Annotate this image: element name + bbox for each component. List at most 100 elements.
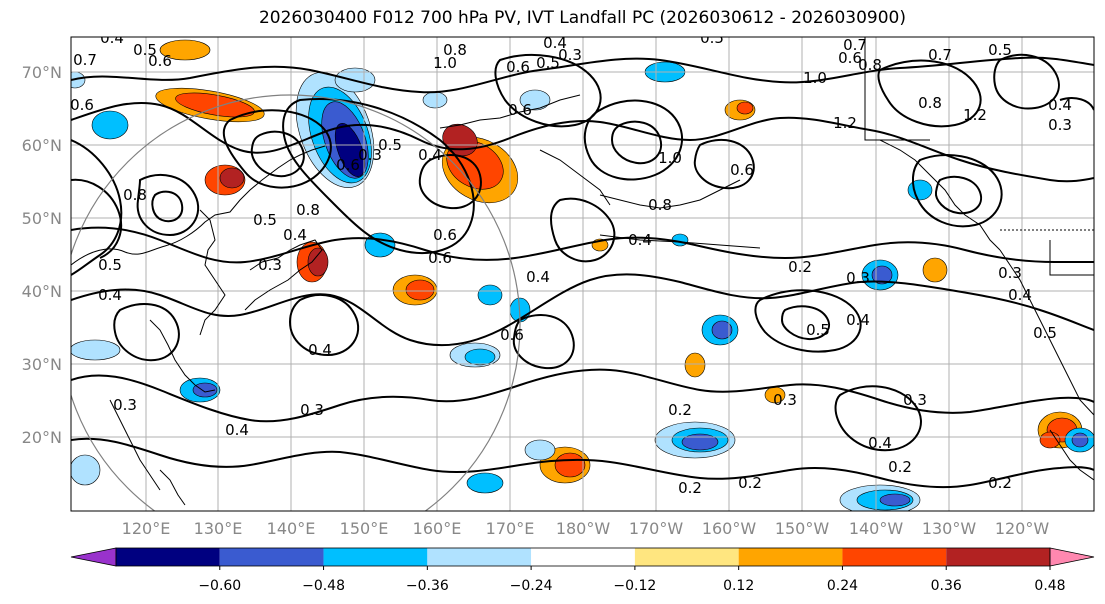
- pv-anomaly-region: [711, 320, 733, 340]
- pv-anomaly-region: [477, 284, 503, 306]
- colorbar-segment: [634, 548, 739, 566]
- contour-label: 0.6: [70, 96, 94, 114]
- pv-anomaly-region: [71, 454, 101, 486]
- contour-label: 0.6: [336, 156, 360, 174]
- pv-shading: [71, 39, 1094, 511]
- colorbar-label: −0.36: [406, 578, 449, 594]
- contour-label: 0.2: [788, 258, 812, 276]
- latitude-label: 30°N: [22, 355, 62, 374]
- longitude-label: 130°W: [922, 519, 977, 538]
- longitude-label: 180°W: [556, 519, 611, 538]
- contour-label: 1.0: [803, 69, 827, 87]
- contour-label: 0.2: [738, 474, 762, 492]
- colorbar-frame: [115, 547, 1051, 567]
- latitude-label: 50°N: [22, 209, 62, 228]
- pv-contours: [71, 53, 1094, 489]
- contour-label: 0.6: [433, 226, 457, 244]
- contour-label: 0.5: [806, 321, 830, 339]
- pv-anomaly-region: [159, 39, 211, 61]
- pv-anomaly-region: [879, 493, 911, 507]
- contour-label: 0.4: [418, 146, 442, 164]
- contour-label: 0.8: [918, 94, 942, 112]
- colorbar-segment: [531, 548, 635, 566]
- pv-anomaly-region: [219, 167, 245, 189]
- radius-circle: [71, 94, 521, 511]
- pv-anomaly-region: [554, 452, 586, 478]
- contour-label: 0.3: [113, 396, 137, 414]
- graticule: [71, 37, 1094, 511]
- pv-anomaly-region: [71, 339, 121, 361]
- longitude-label: 120°W: [995, 519, 1050, 538]
- contour-label: 0.3: [903, 391, 927, 409]
- contour-label: 1.2: [833, 114, 857, 132]
- contour-label: 0.3: [1048, 116, 1072, 134]
- pv-anomaly-region: [871, 265, 893, 285]
- contour-label: 0.2: [888, 458, 912, 476]
- contour-label: 1.0: [433, 54, 457, 72]
- colorbar-segment: [738, 548, 843, 566]
- pv-anomaly-region: [1039, 431, 1061, 449]
- pv-anomaly-region: [192, 382, 218, 398]
- contour-label: 0.8: [443, 41, 467, 59]
- pv-anomaly-region: [907, 179, 933, 201]
- pv-anomaly-region: [519, 89, 551, 111]
- longitude-label: 160°W: [702, 519, 757, 538]
- colorbar-label: −0.12: [613, 578, 656, 594]
- longitude-label: 160°E: [413, 519, 462, 538]
- contour-label: 0.4: [100, 29, 124, 47]
- map-title: 2026030400 F012 700 hPa PV, IVT Landfall…: [258, 8, 906, 28]
- contour-label: 0.6: [148, 52, 172, 70]
- latitude-labels: 70°N 60°N 50°N 40°N 30°N 20°N: [22, 63, 62, 447]
- pv-anomaly-region: [464, 348, 496, 366]
- contour-label: 0.3: [258, 256, 282, 274]
- contour-label: 0.7: [843, 36, 867, 54]
- colorbar-segment: [219, 548, 324, 566]
- longitude-label: 120°E: [122, 519, 171, 538]
- pv-anomaly-region: [1071, 432, 1089, 448]
- pv-anomaly-region: [524, 439, 556, 461]
- contour-label: 0.5: [98, 256, 122, 274]
- contour-label: 0.5: [1033, 324, 1057, 342]
- pv-anomaly-region: [736, 101, 754, 115]
- colorbar-segment: [323, 548, 428, 566]
- contour-label: 1.0: [658, 149, 682, 167]
- colorbar-label: −0.48: [302, 578, 345, 594]
- contour-label: 0.4: [98, 286, 122, 304]
- latitude-label: 20°N: [22, 428, 62, 447]
- contour-labels: 0.40.50.60.70.60.81.0 0.6 0.50.30.4 0.5 0.70…: [70, 29, 1072, 497]
- contour-label: 0.5: [536, 54, 560, 72]
- contour-label: 0.8: [296, 201, 320, 219]
- contour-label: 0.3: [300, 401, 324, 419]
- contour-label: 0.4: [308, 341, 332, 359]
- contour-label: 0.3: [558, 46, 582, 64]
- pv-anomaly-region: [91, 110, 129, 140]
- colorbar-label: −0.60: [198, 578, 241, 594]
- contour-label: 0.5: [378, 136, 402, 154]
- colorbar-segment: [427, 548, 532, 566]
- colorbar-extend-high: [1049, 547, 1095, 567]
- latitude-label: 40°N: [22, 282, 62, 301]
- contour-label: 0.2: [678, 479, 702, 497]
- contour-label: 0.4: [283, 226, 307, 244]
- latitude-label: 60°N: [22, 136, 62, 155]
- colorbar-label: 0.36: [931, 578, 962, 594]
- contour-label: 0.8: [858, 56, 882, 74]
- contour-label: 0.6: [506, 58, 530, 76]
- contour-label: 1.2: [963, 106, 987, 124]
- colorbar-extend-low: [70, 547, 117, 567]
- contour-label: 0.8: [123, 186, 147, 204]
- pv-anomaly-region: [334, 123, 366, 177]
- longitude-labels: 120°E 130°E 140°E 150°E 160°E 170°E 180°W 170°W…: [122, 519, 1050, 538]
- colorbar-label: 0.12: [723, 578, 754, 594]
- longitude-label: 150°W: [775, 519, 830, 538]
- colorbar-label: 0.48: [1034, 578, 1065, 594]
- contour-label: 0.6: [838, 49, 862, 67]
- pv-anomaly-region: [405, 279, 435, 301]
- contour-label: 0.2: [668, 401, 692, 419]
- colorbar-segment: [116, 548, 220, 566]
- pv-anomaly-region: [307, 247, 329, 277]
- contour-label: 0.4: [628, 231, 652, 249]
- pv-anomaly-region: [422, 91, 448, 109]
- colorbar-segment: [842, 548, 947, 566]
